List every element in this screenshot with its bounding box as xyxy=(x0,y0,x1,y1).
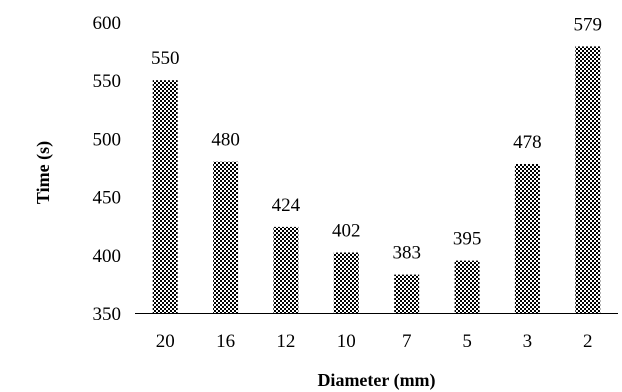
y-tick-label: 500 xyxy=(93,129,122,150)
data-label: 480 xyxy=(211,130,240,151)
y-axis-ticks: 350 400 450 500 550 600 xyxy=(93,13,122,325)
data-label: 550 xyxy=(151,48,180,69)
bar xyxy=(213,161,239,313)
data-label: 424 xyxy=(272,195,301,216)
x-tick-label: 3 xyxy=(523,331,533,352)
y-axis-title: Time (s) xyxy=(33,141,54,204)
x-tick-label: 12 xyxy=(276,331,295,352)
data-label: 402 xyxy=(332,221,361,242)
x-tick-label: 7 xyxy=(402,331,412,352)
data-label: 395 xyxy=(453,229,482,250)
x-tick-label: 20 xyxy=(156,331,175,352)
y-tick-label: 450 xyxy=(93,188,122,209)
y-tick-label: 350 xyxy=(93,304,122,325)
bars xyxy=(152,46,601,314)
bar xyxy=(394,274,420,313)
bar xyxy=(152,80,178,313)
bar xyxy=(333,252,359,313)
x-tick-label: 10 xyxy=(337,331,356,352)
data-labels: 550 480 424 402 383 395 478 579 xyxy=(151,14,602,263)
x-axis-title: Diameter (mm) xyxy=(317,370,435,391)
y-tick-label: 550 xyxy=(93,71,122,92)
y-tick-label: 400 xyxy=(93,246,122,267)
y-tick-label: 600 xyxy=(93,13,122,34)
bar xyxy=(454,260,480,313)
data-label: 579 xyxy=(574,14,603,35)
x-tick-label: 2 xyxy=(583,331,593,352)
data-label: 383 xyxy=(392,243,421,264)
x-tick-label: 16 xyxy=(216,331,235,352)
bar xyxy=(273,226,299,313)
x-tick-label: 5 xyxy=(462,331,472,352)
data-label: 478 xyxy=(513,132,542,153)
bar xyxy=(514,164,540,313)
bar xyxy=(575,46,601,314)
x-axis-ticks: 20 16 12 10 7 5 3 2 xyxy=(156,331,593,352)
